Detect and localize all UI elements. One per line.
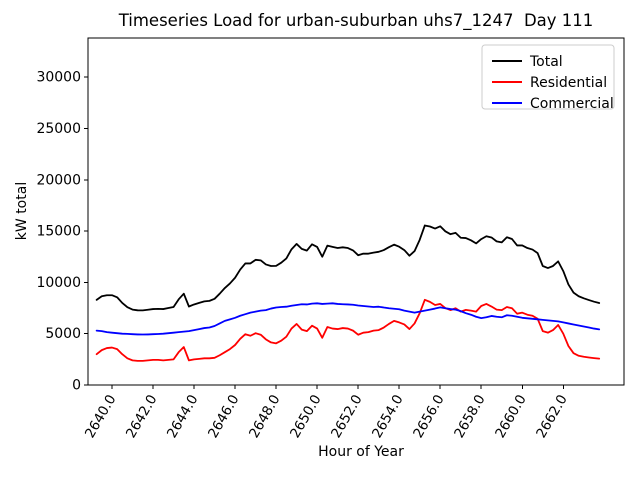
y-tick-label: 20000 (36, 172, 81, 188)
y-tick-label: 25000 (36, 121, 81, 137)
y-tick-label: 15000 (36, 224, 81, 240)
y-tick-label: 5000 (45, 326, 81, 342)
series-line-commercial (95, 302, 601, 336)
x-axis-label: Hour of Year (318, 444, 404, 460)
series-line-total (95, 224, 601, 312)
y-tick-label: 30000 (36, 70, 81, 86)
y-tick-label: 0 (72, 378, 81, 394)
legend: Total Residential Commercial (481, 44, 615, 112)
chart-title: Timeseries Load for urban-suburban uhs7_… (118, 11, 594, 31)
series-line-residential (95, 298, 601, 362)
legend-label-residential: Residential (530, 75, 607, 91)
y-axis-label: kW total (14, 182, 30, 240)
legend-label-total: Total (529, 54, 563, 70)
y-tick-label: 10000 (36, 275, 81, 291)
series-lines (95, 224, 601, 362)
legend-label-commercial: Commercial (530, 96, 614, 112)
